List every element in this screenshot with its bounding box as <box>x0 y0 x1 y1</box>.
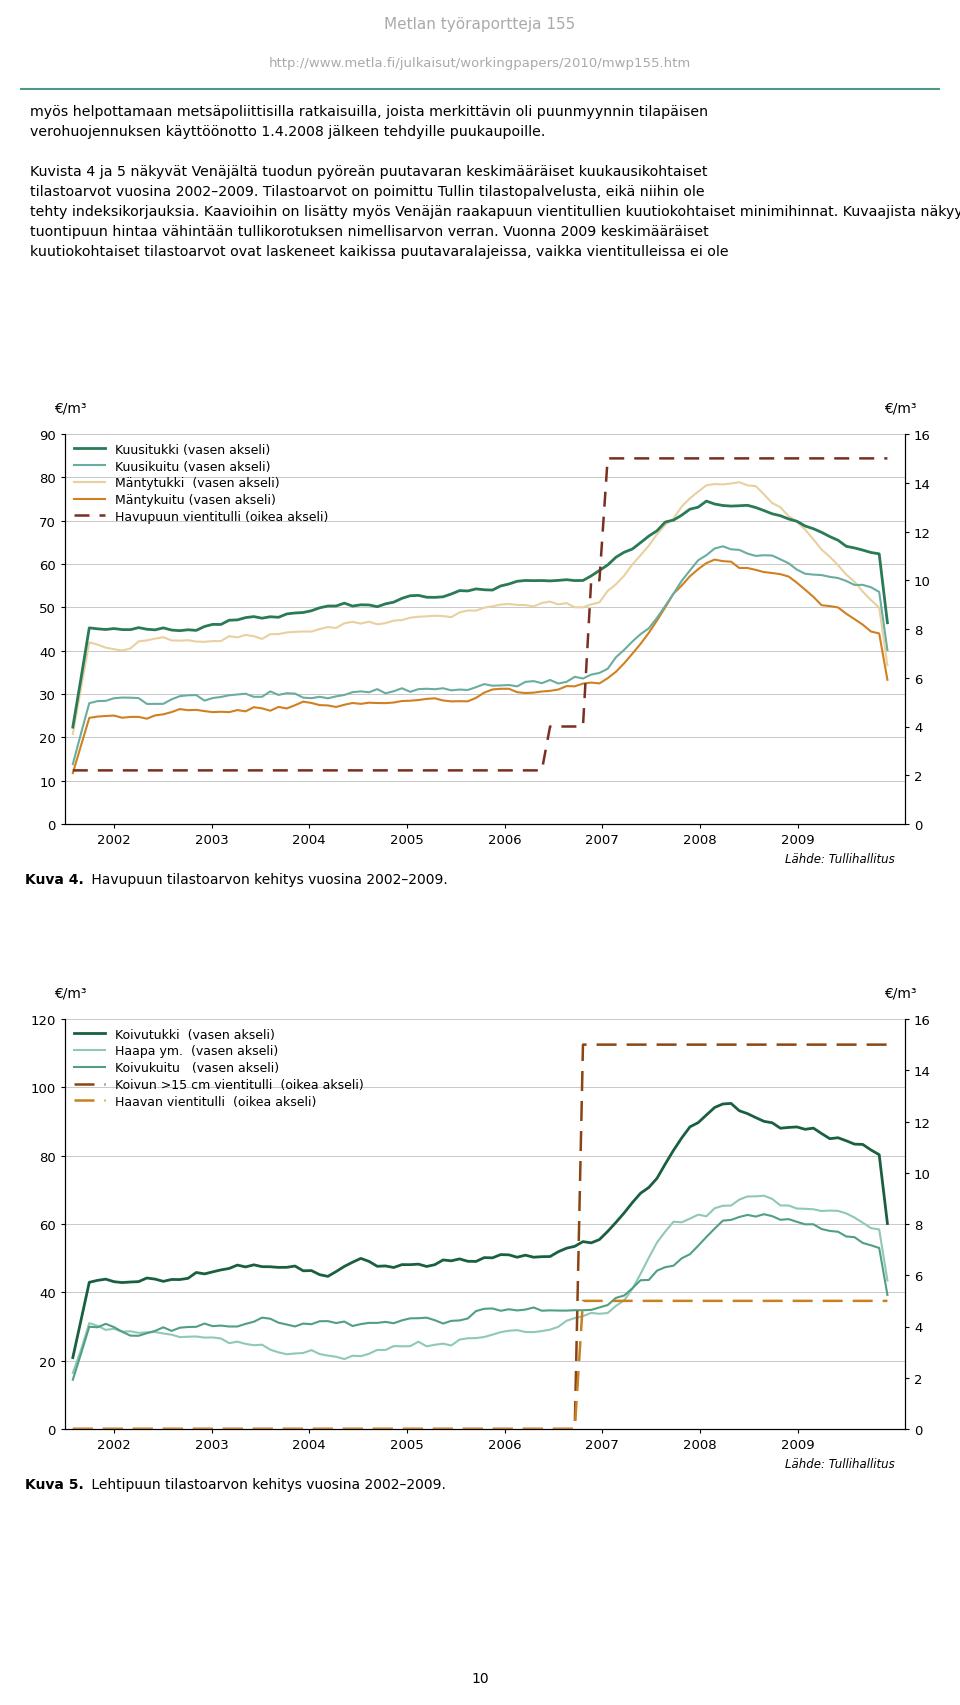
Text: €/m³: €/m³ <box>54 985 86 999</box>
Legend: Koivutukki  (vasen akseli), Haapa ym.  (vasen akseli), Koivukuitu   (vasen aksel: Koivutukki (vasen akseli), Haapa ym. (va… <box>71 1026 367 1110</box>
Text: Kuva 4.: Kuva 4. <box>25 873 84 887</box>
Text: Havupuun tilastoarvon kehitys vuosina 2002–2009.: Havupuun tilastoarvon kehitys vuosina 20… <box>87 873 448 887</box>
Text: €/m³: €/m³ <box>54 401 86 416</box>
Text: Lehtipuun tilastoarvon kehitys vuosina 2002–2009.: Lehtipuun tilastoarvon kehitys vuosina 2… <box>87 1477 446 1492</box>
Text: Metlan työraportteja 155: Metlan työraportteja 155 <box>384 17 576 32</box>
Text: €/m³: €/m³ <box>883 985 916 999</box>
Text: Lähde: Tullihallitus: Lähde: Tullihallitus <box>785 852 895 866</box>
Text: 10: 10 <box>471 1671 489 1685</box>
Text: €/m³: €/m³ <box>883 401 916 416</box>
Text: Kuva 5.: Kuva 5. <box>25 1477 84 1492</box>
Text: http://www.metla.fi/julkaisut/workingpapers/2010/mwp155.htm: http://www.metla.fi/julkaisut/workingpap… <box>269 56 691 70</box>
Text: myös helpottamaan metsäpoliittisilla ratkaisuilla, joista merkittävin oli puunmy: myös helpottamaan metsäpoliittisilla rat… <box>30 106 960 259</box>
Text: Lähde: Tullihallitus: Lähde: Tullihallitus <box>785 1458 895 1470</box>
Legend: Kuusitukki (vasen akseli), Kuusikuitu (vasen akseli), Mäntytukki  (vasen akseli): Kuusitukki (vasen akseli), Kuusikuitu (v… <box>71 442 331 525</box>
